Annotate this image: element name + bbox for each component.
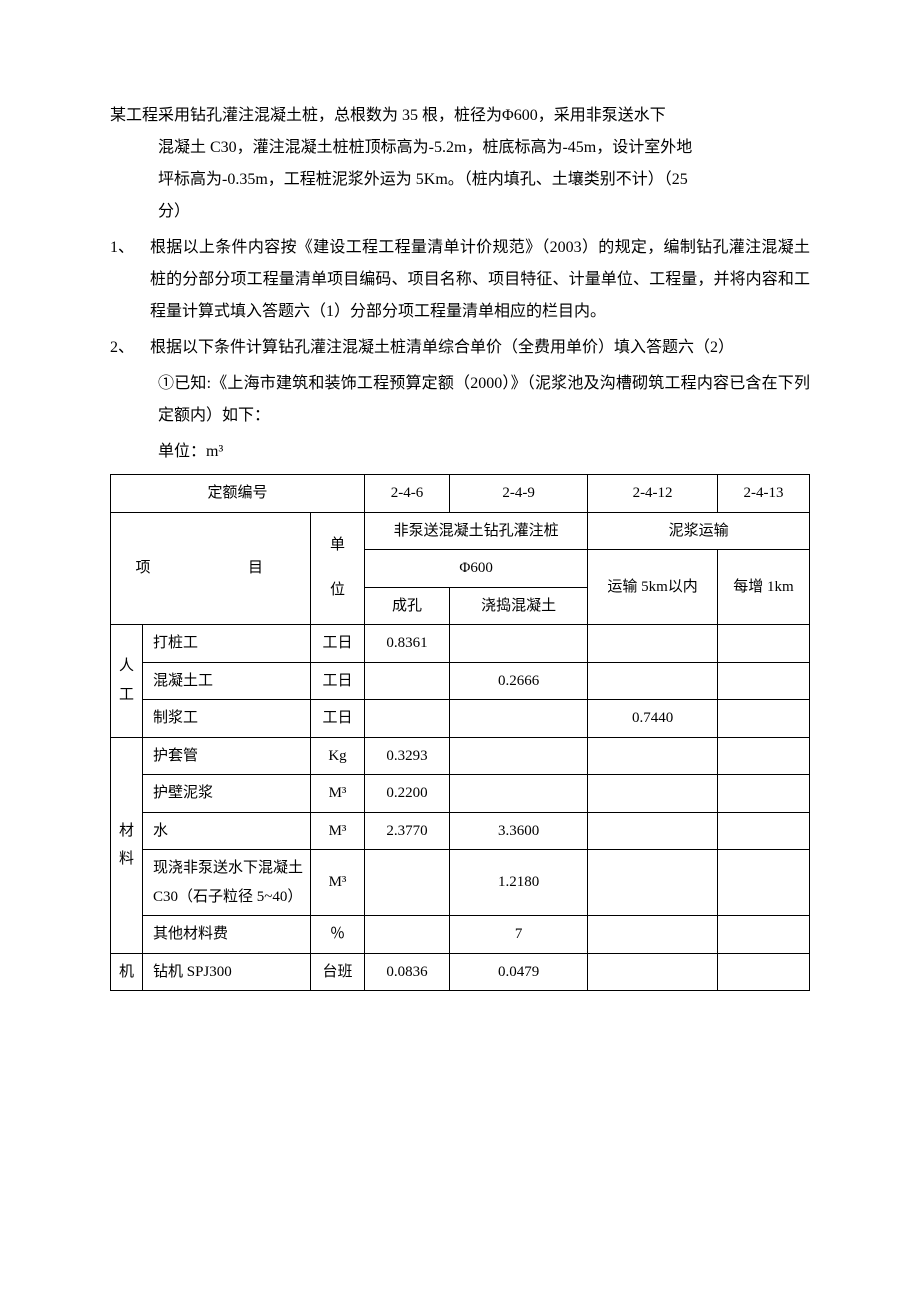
row-value-2: [588, 812, 718, 850]
row-unit: M³: [311, 850, 365, 916]
question-item-2: 2、 根据以下条件计算钻孔灌注混凝土桩清单综合单价（全费用单价）填入答题六（2）: [110, 332, 810, 364]
row-value-2: 0.7440: [588, 700, 718, 738]
row-value-2: [588, 850, 718, 916]
row-unit: M³: [311, 812, 365, 850]
row-name: 护壁泥浆: [143, 775, 311, 813]
category-cell-machine: 机: [111, 953, 143, 991]
row-name: 打桩工: [143, 625, 311, 663]
intro-paragraph: 某工程采用钻孔灌注混凝土桩，总根数为 35 根，桩径为Φ600，采用非泵送水下 …: [110, 100, 810, 228]
row-value-2: [588, 775, 718, 813]
quota-table: 定额编号 2-4-6 2-4-9 2-4-12 2-4-13 项 目 单位 非泵…: [110, 474, 810, 991]
row-name: 护套管: [143, 737, 311, 775]
question-item-1: 1、 根据以上条件内容按《建设工程工程量清单计价规范》（2003）的规定，编制钻…: [110, 232, 810, 328]
row-value-3: [717, 953, 809, 991]
row-value-0: [365, 916, 450, 954]
table-header-row-groups: 项 目 单位 非泵送混凝土钻孔灌注桩 泥浆运输: [111, 512, 810, 550]
table-row: 现浇非泵送水下混凝土C30（石子粒径 5~40）M³ 1.2180: [111, 850, 810, 916]
row-value-1: 0.2666: [450, 662, 588, 700]
row-name: 制浆工: [143, 700, 311, 738]
quota-code-label: 定额编号: [111, 475, 365, 513]
row-name: 现浇非泵送水下混凝土C30（石子粒径 5~40）: [143, 850, 311, 916]
row-value-0: 0.3293: [365, 737, 450, 775]
row-value-3: [717, 775, 809, 813]
row-value-1: [450, 700, 588, 738]
row-value-1: 3.3600: [450, 812, 588, 850]
col1-header: 成孔: [365, 587, 450, 625]
row-name: 混凝土工: [143, 662, 311, 700]
table-header-row-codes: 定额编号 2-4-6 2-4-9 2-4-12 2-4-13: [111, 475, 810, 513]
table-row: 机钻机 SPJ300台班0.08360.0479: [111, 953, 810, 991]
row-value-0: [365, 850, 450, 916]
table-row: 混凝土工工日 0.2666: [111, 662, 810, 700]
group2-label: 泥浆运输: [588, 512, 810, 550]
row-value-3: [717, 625, 809, 663]
row-value-2: [588, 953, 718, 991]
row-unit: 工日: [311, 700, 365, 738]
category-cell-labor: 人工: [111, 625, 143, 738]
table-row: 材料护套管Kg0.3293: [111, 737, 810, 775]
row-value-0: 0.2200: [365, 775, 450, 813]
unit-header: 单位: [311, 512, 365, 625]
row-unit: M³: [311, 775, 365, 813]
table-row: 护壁泥浆M³0.2200: [111, 775, 810, 813]
sub-item-1: ①已知:《上海市建筑和装饰工程预算定额（2000）》（泥浆池及沟槽砌筑工程内容已…: [110, 368, 810, 432]
row-unit: ％: [311, 916, 365, 954]
col2-header: 浇捣混凝土: [450, 587, 588, 625]
intro-line-3: 坪标高为-0.35m，工程桩泥浆外运为 5Km。（桩内填孔、土壤类别不计）（25: [110, 164, 810, 196]
row-value-0: [365, 662, 450, 700]
row-unit: Kg: [311, 737, 365, 775]
row-value-2: [588, 662, 718, 700]
row-unit: 台班: [311, 953, 365, 991]
row-value-3: [717, 850, 809, 916]
col3-header: 运输 5km以内: [588, 550, 718, 625]
row-value-1: [450, 775, 588, 813]
row-value-0: 0.0836: [365, 953, 450, 991]
code-2: 2-4-12: [588, 475, 718, 513]
intro-line-1: 某工程采用钻孔灌注混凝土桩，总根数为 35 根，桩径为Φ600，采用非泵送水下: [110, 100, 810, 132]
row-unit: 工日: [311, 625, 365, 663]
row-value-3: [717, 916, 809, 954]
category-cell-material: 材料: [111, 737, 143, 953]
unit-label: 单位：m³: [110, 436, 810, 468]
row-value-2: [588, 916, 718, 954]
table-row: 水M³2.37703.3600: [111, 812, 810, 850]
row-value-1: 1.2180: [450, 850, 588, 916]
row-value-1: 7: [450, 916, 588, 954]
code-0: 2-4-6: [365, 475, 450, 513]
row-value-3: [717, 737, 809, 775]
col4-header: 每增 1km: [717, 550, 809, 625]
item-number-1: 1、: [110, 232, 150, 328]
table-row: 人工打桩工工日0.8361: [111, 625, 810, 663]
row-value-1: 0.0479: [450, 953, 588, 991]
row-value-0: 0.8361: [365, 625, 450, 663]
group1-label: 非泵送混凝土钻孔灌注桩: [365, 512, 588, 550]
item-number-2: 2、: [110, 332, 150, 364]
row-value-3: [717, 812, 809, 850]
row-name: 其他材料费: [143, 916, 311, 954]
row-value-2: [588, 625, 718, 663]
row-value-0: [365, 700, 450, 738]
row-value-1: [450, 737, 588, 775]
code-1: 2-4-9: [450, 475, 588, 513]
row-value-1: [450, 625, 588, 663]
item2-text: 根据以下条件计算钻孔灌注混凝土桩清单综合单价（全费用单价）填入答题六（2）: [150, 332, 810, 364]
row-value-2: [588, 737, 718, 775]
row-value-0: 2.3770: [365, 812, 450, 850]
row-value-3: [717, 662, 809, 700]
table-row: 其他材料费％ 7: [111, 916, 810, 954]
code-3: 2-4-13: [717, 475, 809, 513]
item-content-2: 根据以下条件计算钻孔灌注混凝土桩清单综合单价（全费用单价）填入答题六（2）: [150, 332, 810, 364]
table-row: 制浆工工日 0.7440: [111, 700, 810, 738]
row-name: 水: [143, 812, 311, 850]
phi-label: Φ600: [365, 550, 588, 588]
row-name: 钻机 SPJ300: [143, 953, 311, 991]
project-label: 项 目: [111, 512, 311, 625]
intro-line-4: 分）: [110, 196, 810, 228]
row-unit: 工日: [311, 662, 365, 700]
intro-line-2: 混凝土 C30，灌注混凝土桩桩顶标高为-5.2m，桩底标高为-45m，设计室外地: [110, 132, 810, 164]
item-content-1: 根据以上条件内容按《建设工程工程量清单计价规范》（2003）的规定，编制钻孔灌注…: [150, 232, 810, 328]
row-value-3: [717, 700, 809, 738]
